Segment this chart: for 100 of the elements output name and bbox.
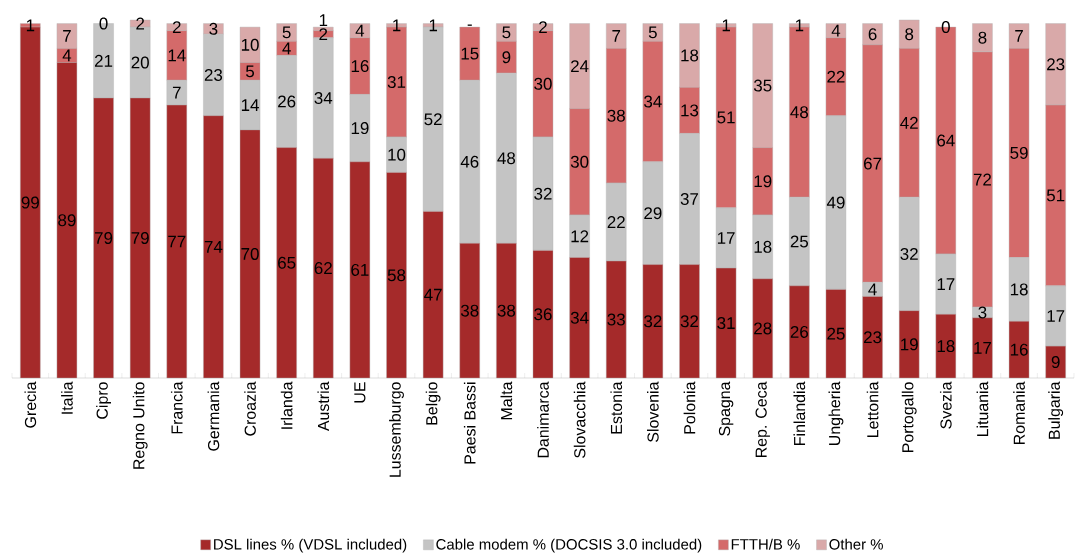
data-label: 70 bbox=[241, 247, 259, 260]
data-label: 4 bbox=[62, 49, 72, 62]
data-label: 7 bbox=[63, 30, 71, 42]
x-tick-label: Danimarca bbox=[537, 381, 549, 458]
data-label: 3 bbox=[209, 22, 218, 35]
x-tick-label: Romania bbox=[1013, 381, 1025, 444]
data-label: 8 bbox=[978, 31, 987, 44]
x-tick-label: UE bbox=[354, 382, 366, 403]
data-label: 89 bbox=[58, 214, 76, 227]
x-tick-label: Regno Unito bbox=[132, 382, 148, 469]
data-label: 23 bbox=[1047, 58, 1065, 71]
data-label: 18 bbox=[1010, 283, 1028, 296]
data-label: 61 bbox=[351, 263, 369, 276]
data-label: 23 bbox=[204, 68, 223, 81]
data-label: 25 bbox=[827, 327, 845, 340]
data-label: 30 bbox=[570, 155, 589, 168]
data-label: 5 bbox=[648, 26, 657, 39]
data-label: 32 bbox=[680, 315, 699, 328]
data-label: 18 bbox=[937, 340, 955, 353]
data-label: 32 bbox=[644, 315, 662, 328]
data-label: 62 bbox=[314, 262, 332, 275]
data-label: 21 bbox=[94, 54, 113, 67]
x-tick-label: Grecia bbox=[24, 381, 37, 428]
data-label: 20 bbox=[131, 56, 149, 69]
data-label: 25 bbox=[790, 235, 809, 248]
data-label: 17 bbox=[937, 278, 955, 290]
x-tick-label: Polonia bbox=[683, 381, 696, 434]
data-label: 64 bbox=[937, 134, 955, 147]
data-label: 49 bbox=[826, 196, 845, 209]
x-tick-label: Portogallo bbox=[901, 382, 917, 452]
x-tick-label: Paesi Bassi bbox=[463, 382, 476, 464]
data-label: 74 bbox=[204, 241, 223, 253]
data-label: 38 bbox=[460, 304, 479, 317]
data-label: 33 bbox=[607, 313, 625, 326]
x-tick-label: Slovenia bbox=[647, 381, 659, 442]
legend-label: Cable modem % (DOCSIS 3.0 included) bbox=[436, 538, 702, 553]
data-label: 1 bbox=[319, 14, 328, 26]
x-tick-label: Estonia bbox=[610, 381, 623, 434]
data-label: 51 bbox=[717, 111, 735, 124]
data-label: 13 bbox=[681, 104, 699, 117]
data-label: 36 bbox=[534, 308, 552, 321]
data-label: 14 bbox=[241, 99, 259, 111]
data-label: 46 bbox=[460, 155, 479, 168]
data-label: 17 bbox=[974, 342, 991, 354]
data-label: 2 bbox=[319, 28, 328, 41]
data-label: 7 bbox=[612, 30, 621, 42]
x-tick-label: Austria bbox=[317, 381, 330, 432]
x-tick-label: Rep. Ceca bbox=[755, 381, 770, 457]
data-label: 22 bbox=[607, 216, 625, 228]
data-label: 8 bbox=[905, 28, 914, 41]
data-label: 31 bbox=[387, 76, 406, 89]
x-tick-label: Malta bbox=[500, 381, 513, 420]
x-tick-label: Lettonia bbox=[866, 381, 879, 437]
data-label: 26 bbox=[278, 95, 296, 108]
x-tick-label: Irlanda bbox=[280, 381, 293, 429]
data-label: 18 bbox=[681, 49, 699, 62]
data-label: 19 bbox=[754, 175, 772, 188]
data-label: 7 bbox=[1015, 30, 1023, 42]
data-label: 5 bbox=[502, 26, 511, 39]
data-label: 6 bbox=[868, 28, 877, 41]
data-label: 10 bbox=[241, 38, 259, 51]
data-label: 2 bbox=[136, 17, 145, 30]
x-tick-label: Belgio bbox=[425, 382, 441, 425]
data-label: 5 bbox=[282, 26, 291, 39]
data-label: 7 bbox=[172, 86, 181, 99]
data-label: 16 bbox=[1010, 343, 1028, 356]
data-label: 38 bbox=[497, 304, 516, 317]
data-label: 22 bbox=[827, 70, 845, 83]
data-label: 34 bbox=[314, 91, 333, 104]
x-tick-label: Svezia bbox=[939, 381, 952, 429]
x-tick-label: Francia bbox=[170, 381, 183, 434]
data-label: 32 bbox=[900, 247, 918, 260]
data-label: 4 bbox=[831, 24, 841, 37]
data-label: 65 bbox=[278, 256, 296, 269]
x-tick-label: Slovacchia bbox=[573, 381, 586, 458]
data-label: 42 bbox=[900, 116, 918, 129]
data-label: 99 bbox=[21, 196, 39, 209]
data-label: 10 bbox=[388, 148, 406, 161]
data-label: 26 bbox=[790, 325, 808, 338]
data-label: 79 bbox=[131, 231, 149, 244]
data-label: 59 bbox=[1010, 146, 1028, 159]
data-label: 19 bbox=[901, 338, 918, 351]
data-label: 1 bbox=[795, 19, 804, 32]
text: - bbox=[467, 24, 472, 26]
data-label: 4 bbox=[868, 283, 877, 296]
data-label: 1 bbox=[722, 19, 730, 32]
data-label: 24 bbox=[571, 60, 589, 72]
data-label: 9 bbox=[1051, 356, 1060, 369]
data-label: 12 bbox=[571, 230, 589, 243]
x-tick-label: Italia bbox=[61, 381, 73, 414]
data-label: 30 bbox=[534, 77, 552, 90]
data-label: 18 bbox=[754, 240, 772, 253]
legend-label: Other % bbox=[829, 538, 883, 550]
data-label: 3 bbox=[978, 306, 987, 319]
data-label: 23 bbox=[864, 331, 882, 344]
data-label: 4 bbox=[355, 24, 365, 37]
data-label: 19 bbox=[351, 122, 369, 135]
x-tick-label: Lussemburgo bbox=[389, 382, 404, 477]
data-label: 0 bbox=[99, 17, 108, 30]
data-label: 58 bbox=[387, 269, 406, 282]
